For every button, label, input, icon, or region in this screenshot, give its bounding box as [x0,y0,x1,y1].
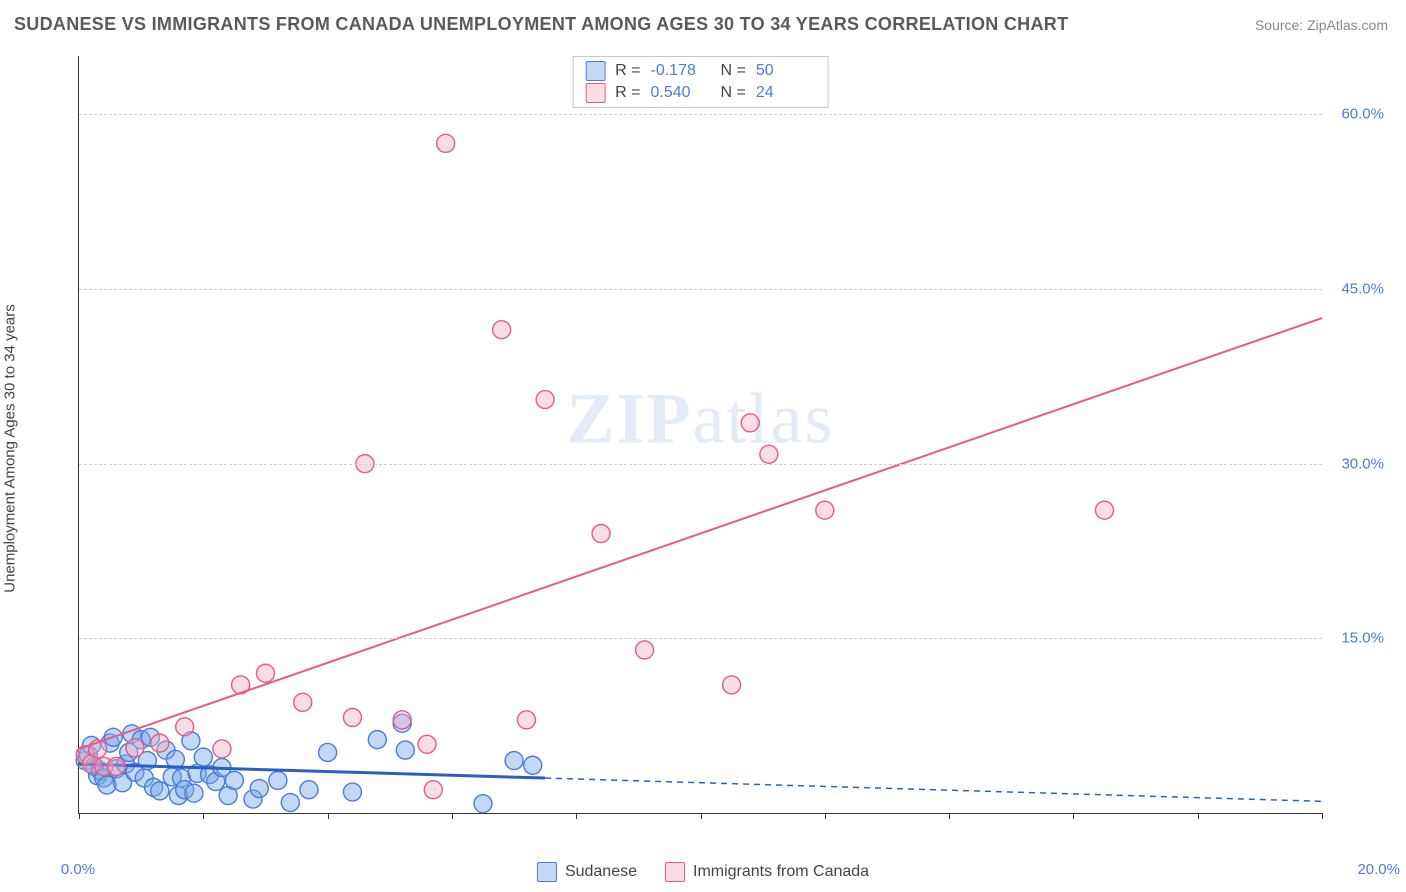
legend-label: Immigrants from Canada [693,863,869,881]
data-point [536,391,554,409]
data-point [396,741,414,759]
data-point [1095,501,1113,519]
trend-line-sudanese-extrapolated [545,778,1322,801]
grid-line [79,638,1322,639]
data-point [505,752,523,770]
x-tick [701,813,702,819]
data-point [343,709,361,727]
x-tick [452,813,453,819]
trend-line-canada [79,318,1322,749]
x-axis-max-label: 20.0% [1357,861,1400,878]
legend: Sudanese Immigrants from Canada [537,862,869,882]
grid-line [79,114,1322,115]
n-label: N = [721,62,746,80]
data-point [225,771,243,789]
y-axis-label: Unemployment Among Ages 30 to 34 years [2,304,19,593]
data-point [256,664,274,682]
x-tick [328,813,329,819]
data-point [281,794,299,812]
data-point [194,748,212,766]
legend-item: Sudanese [537,862,637,882]
data-point [107,757,125,775]
data-point [493,321,511,339]
data-point [524,756,542,774]
data-point [343,783,361,801]
data-point [741,414,759,432]
data-point [185,784,203,802]
data-point [760,445,778,463]
stats-box: R = -0.178 N = 50 R = 0.540 N = 24 [572,56,829,108]
legend-swatch [665,862,685,882]
source-attribution: Source: ZipAtlas.com [1255,17,1388,33]
data-point [294,693,312,711]
data-point [723,676,741,694]
chart-container: ZIPatlas R = -0.178 N = 50 R = 0.540 N =… [48,56,1392,844]
y-tick-label: 60.0% [1341,106,1384,123]
stats-row: R = -0.178 N = 50 [585,61,816,81]
r-label: R = [615,84,640,102]
x-tick [203,813,204,819]
chart-title: SUDANESE VS IMMIGRANTS FROM CANADA UNEMP… [14,14,1068,35]
data-point [418,735,436,753]
data-point [176,718,194,736]
legend-swatch [537,862,557,882]
stats-swatch [585,61,605,81]
grid-line [79,289,1322,290]
data-point [300,781,318,799]
plot-area: ZIPatlas R = -0.178 N = 50 R = 0.540 N =… [78,56,1322,814]
legend-item: Immigrants from Canada [665,862,869,882]
data-point [424,781,442,799]
x-tick [1198,813,1199,819]
x-tick [576,813,577,819]
x-axis-min-label: 0.0% [61,861,95,878]
data-point [368,731,386,749]
y-tick-label: 45.0% [1341,280,1384,297]
stats-row: R = 0.540 N = 24 [585,83,816,103]
scatter-plot-svg [79,56,1322,813]
data-point [151,782,169,800]
data-point [319,743,337,761]
n-value: 24 [756,84,816,102]
data-point [636,641,654,659]
y-tick-label: 30.0% [1341,455,1384,472]
x-tick [949,813,950,819]
legend-label: Sudanese [565,863,637,881]
data-point [437,134,455,152]
data-point [126,739,144,757]
data-point [517,711,535,729]
x-tick [1322,813,1323,819]
r-label: R = [615,62,640,80]
data-point [213,740,231,758]
x-tick [825,813,826,819]
y-tick-label: 15.0% [1341,630,1384,647]
grid-line [79,464,1322,465]
data-point [151,734,169,752]
header: SUDANESE VS IMMIGRANTS FROM CANADA UNEMP… [0,0,1406,45]
data-point [250,780,268,798]
x-tick [1073,813,1074,819]
r-value: 0.540 [651,84,711,102]
data-point [269,771,287,789]
data-point [592,524,610,542]
x-tick [79,813,80,819]
data-point [393,711,411,729]
data-point [474,795,492,813]
n-value: 50 [756,62,816,80]
n-label: N = [721,84,746,102]
stats-swatch [585,83,605,103]
data-point [816,501,834,519]
r-value: -0.178 [651,62,711,80]
